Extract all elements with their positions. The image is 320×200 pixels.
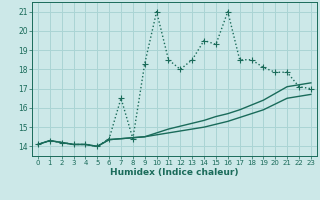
X-axis label: Humidex (Indice chaleur): Humidex (Indice chaleur) xyxy=(110,168,239,177)
